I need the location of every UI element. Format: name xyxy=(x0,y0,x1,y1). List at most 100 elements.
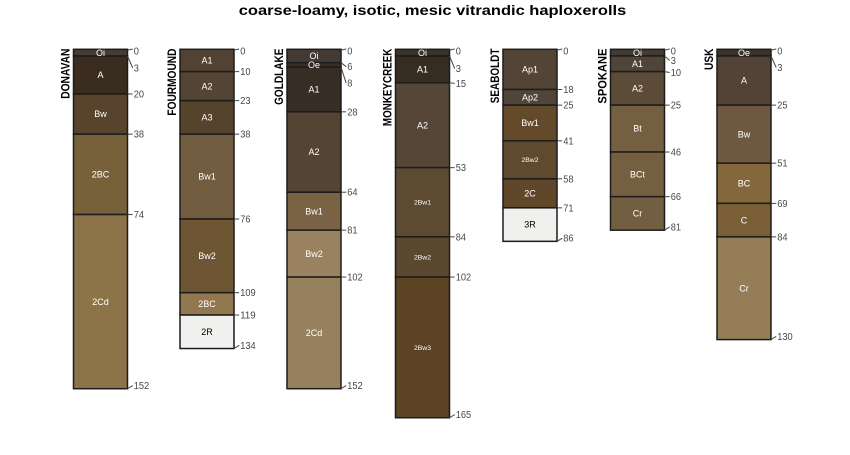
svg-text:0: 0 xyxy=(134,47,140,58)
svg-text:A1: A1 xyxy=(632,59,643,69)
svg-text:0: 0 xyxy=(563,47,569,58)
svg-text:58: 58 xyxy=(563,174,574,185)
svg-text:64: 64 xyxy=(347,188,358,199)
svg-text:3: 3 xyxy=(777,63,783,74)
svg-text:84: 84 xyxy=(777,232,788,243)
svg-text:10: 10 xyxy=(671,68,682,79)
svg-text:Cr: Cr xyxy=(739,283,749,293)
svg-text:Ap1: Ap1 xyxy=(522,65,538,75)
svg-text:8: 8 xyxy=(347,79,353,90)
svg-text:Oi: Oi xyxy=(633,48,642,58)
svg-text:2Cd: 2Cd xyxy=(92,297,109,307)
svg-text:0: 0 xyxy=(777,47,783,58)
svg-text:Ap2: Ap2 xyxy=(522,92,538,102)
svg-text:152: 152 xyxy=(134,381,149,392)
svg-text:0: 0 xyxy=(456,47,462,58)
svg-text:152: 152 xyxy=(347,381,362,392)
svg-text:102: 102 xyxy=(347,273,362,284)
svg-text:0: 0 xyxy=(671,47,677,58)
svg-text:A2: A2 xyxy=(308,147,319,157)
svg-text:A3: A3 xyxy=(201,113,212,123)
svg-text:2R: 2R xyxy=(201,327,213,337)
svg-text:Bw: Bw xyxy=(94,109,107,119)
svg-text:51: 51 xyxy=(777,159,787,170)
svg-text:A2: A2 xyxy=(201,81,212,91)
svg-text:Bw1: Bw1 xyxy=(305,206,323,216)
svg-text:A: A xyxy=(741,76,747,86)
svg-text:6: 6 xyxy=(347,62,353,73)
svg-text:3: 3 xyxy=(134,64,140,75)
svg-text:2Bw3: 2Bw3 xyxy=(414,345,431,352)
svg-text:Bw1: Bw1 xyxy=(198,172,216,182)
svg-text:Oe: Oe xyxy=(738,48,750,58)
svg-text:MONKEYCREEK: MONKEYCREEK xyxy=(381,48,395,126)
svg-text:Cr: Cr xyxy=(633,209,643,219)
svg-text:46: 46 xyxy=(671,148,682,159)
svg-text:A1: A1 xyxy=(201,56,212,66)
svg-text:Oe: Oe xyxy=(308,60,320,70)
svg-text:Bw2: Bw2 xyxy=(305,249,323,259)
svg-text:0: 0 xyxy=(240,47,246,58)
svg-text:81: 81 xyxy=(347,226,357,237)
svg-text:0: 0 xyxy=(347,47,353,58)
svg-text:25: 25 xyxy=(671,101,682,112)
svg-text:10: 10 xyxy=(240,67,251,78)
svg-text:USK: USK xyxy=(702,48,716,70)
svg-text:66: 66 xyxy=(671,192,682,203)
svg-text:38: 38 xyxy=(240,130,251,141)
svg-text:109: 109 xyxy=(240,288,255,299)
svg-text:2BC: 2BC xyxy=(92,170,110,180)
svg-text:SEABOLDT: SEABOLDT xyxy=(488,48,502,103)
svg-text:A2: A2 xyxy=(632,84,643,94)
svg-text:86: 86 xyxy=(563,234,574,245)
svg-text:coarse-loamy, isotic, mesic vi: coarse-loamy, isotic, mesic vitrandic ha… xyxy=(239,2,627,18)
svg-text:BC: BC xyxy=(738,178,751,188)
svg-text:119: 119 xyxy=(240,311,255,322)
svg-text:Bw1: Bw1 xyxy=(521,118,539,128)
svg-text:134: 134 xyxy=(240,341,256,352)
svg-text:81: 81 xyxy=(671,222,681,233)
svg-text:2Cd: 2Cd xyxy=(306,328,323,338)
svg-text:Bw: Bw xyxy=(738,129,751,139)
svg-text:102: 102 xyxy=(456,273,471,284)
svg-text:A: A xyxy=(97,70,103,80)
svg-text:2C: 2C xyxy=(524,188,536,198)
svg-text:38: 38 xyxy=(134,130,145,141)
svg-text:41: 41 xyxy=(563,136,573,147)
svg-text:25: 25 xyxy=(563,101,574,112)
svg-text:71: 71 xyxy=(563,203,573,214)
svg-text:20: 20 xyxy=(134,89,145,100)
svg-text:Bt: Bt xyxy=(633,124,642,134)
svg-text:84: 84 xyxy=(456,232,467,243)
svg-text:25: 25 xyxy=(777,101,788,112)
svg-text:SPOKANE: SPOKANE xyxy=(596,49,610,104)
svg-text:Oi: Oi xyxy=(96,48,105,58)
svg-text:C: C xyxy=(741,215,748,225)
svg-text:FOURMOUND: FOURMOUND xyxy=(165,48,179,115)
svg-text:53: 53 xyxy=(456,163,467,174)
svg-text:69: 69 xyxy=(777,199,787,210)
svg-text:3R: 3R xyxy=(524,220,536,230)
svg-text:Bw2: Bw2 xyxy=(198,251,216,261)
svg-text:A1: A1 xyxy=(417,65,428,75)
svg-text:3: 3 xyxy=(671,56,677,67)
svg-text:GOLDLAKE: GOLDLAKE xyxy=(272,49,286,105)
svg-text:BCt: BCt xyxy=(630,170,646,180)
svg-text:2Bw1: 2Bw1 xyxy=(414,200,431,207)
svg-text:A2: A2 xyxy=(417,120,428,130)
svg-text:A1: A1 xyxy=(308,85,319,95)
svg-text:2Bw2: 2Bw2 xyxy=(521,157,538,164)
svg-text:DONAVAN: DONAVAN xyxy=(59,49,73,99)
svg-text:76: 76 xyxy=(240,215,251,226)
svg-text:Oi: Oi xyxy=(418,48,427,58)
svg-text:2BC: 2BC xyxy=(198,299,216,309)
svg-text:Oi: Oi xyxy=(310,51,319,61)
svg-text:3: 3 xyxy=(456,64,462,75)
svg-text:130: 130 xyxy=(777,332,793,343)
svg-text:23: 23 xyxy=(240,96,251,107)
svg-text:28: 28 xyxy=(347,107,358,118)
svg-text:18: 18 xyxy=(563,85,574,96)
svg-text:2Bw2: 2Bw2 xyxy=(414,254,431,261)
svg-text:74: 74 xyxy=(134,210,145,221)
svg-text:165: 165 xyxy=(456,410,472,421)
